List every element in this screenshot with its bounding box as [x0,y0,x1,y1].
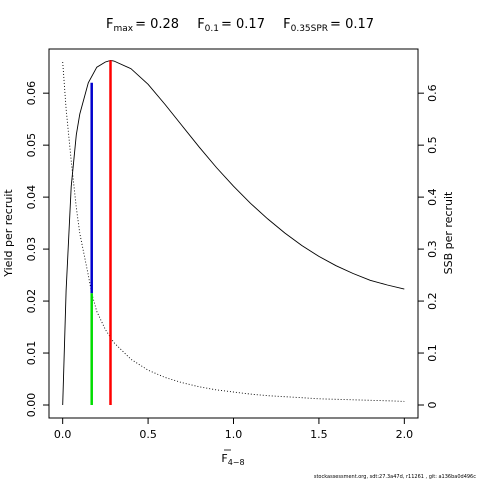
y-right-tick-label: 0 [426,402,439,409]
y-axis-right: 0 0.1 0.2 0.3 0.4 0.5 0.6 [418,84,439,409]
series-group [62,59,405,406]
x-axis-label-main: F [221,452,227,465]
y-right-tick-label: 0.5 [426,136,439,154]
x-tick-label: 0.0 [54,428,72,441]
y-axis-left: 0.00 0.01 0.02 0.03 0.04 0.05 0.06 [25,81,49,417]
fspr-value: = 0.17 [330,17,374,32]
f01-value: = 0.17 [221,17,265,32]
ssb-per-recruit-line [62,61,405,402]
fmax-value: = 0.28 [135,17,179,32]
y-right-tick-label: 0.1 [426,344,439,362]
fmax-label: F [106,17,113,32]
x-tick-label: 1.5 [310,428,328,441]
y-left-tick-label: 0.02 [25,289,38,314]
y-left-tick-label: 0.03 [25,237,38,262]
y-axis-left-label: Yield per recruit [2,189,15,278]
y-left-tick-label: 0.01 [25,341,38,366]
y-left-tick-label: 0.00 [25,393,38,418]
reference-lines [90,60,112,406]
x-tick-label: 0.5 [139,428,157,441]
fspr-sub: 0.35SPR [291,24,328,34]
y-left-tick-label: 0.04 [25,185,38,210]
x-axis: 0.0 0.5 1.0 1.5 2.0 [54,417,414,441]
x-axis-label-sub: 4−8 [228,458,245,467]
y-left-tick-label: 0.06 [25,81,38,106]
fspr-label: F [283,17,290,32]
y-right-tick-label: 0.2 [426,292,439,310]
f01-sub: 0.1 [205,24,219,34]
plot-frame [48,48,419,419]
y-left-tick-label: 0.05 [25,133,38,158]
footer-text: stockassessment.org, sdt:27.3a47d, r1126… [314,474,476,480]
y-right-tick-label: 0.4 [426,188,439,206]
x-axis-label: F4−8 [221,452,244,467]
x-tick-label: 2.0 [396,428,414,441]
f01-label: F [197,17,204,32]
yield-per-recruit-line [62,59,405,406]
y-right-tick-label: 0.3 [426,240,439,258]
y-right-tick-label: 0.6 [426,84,439,102]
x-tick-label: 1.0 [225,428,243,441]
y-axis-right-label: SSB per recruit [442,191,455,274]
fmax-sub: max [113,24,133,34]
chart-title: Fmax = 0.28 F0.1 = 0.17 F0.35SPR = 0.17 [106,17,374,34]
